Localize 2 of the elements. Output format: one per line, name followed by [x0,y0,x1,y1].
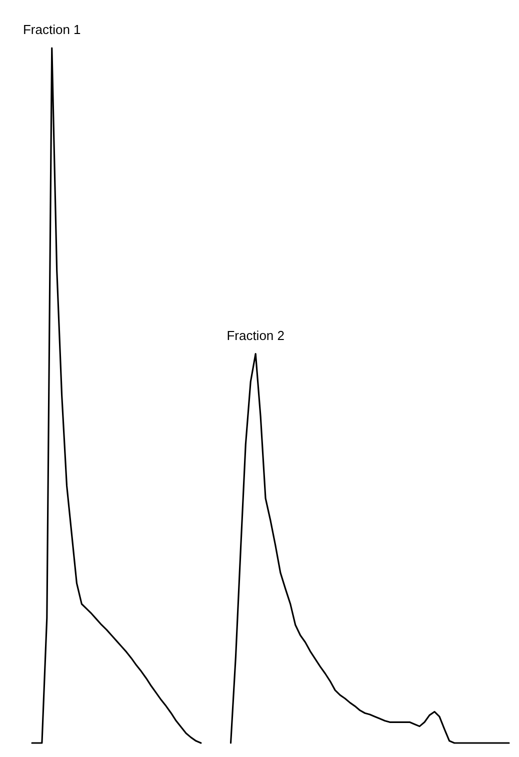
text: Fraction 1 [22,22,81,37]
annotation: Fraction 2 [226,328,284,343]
